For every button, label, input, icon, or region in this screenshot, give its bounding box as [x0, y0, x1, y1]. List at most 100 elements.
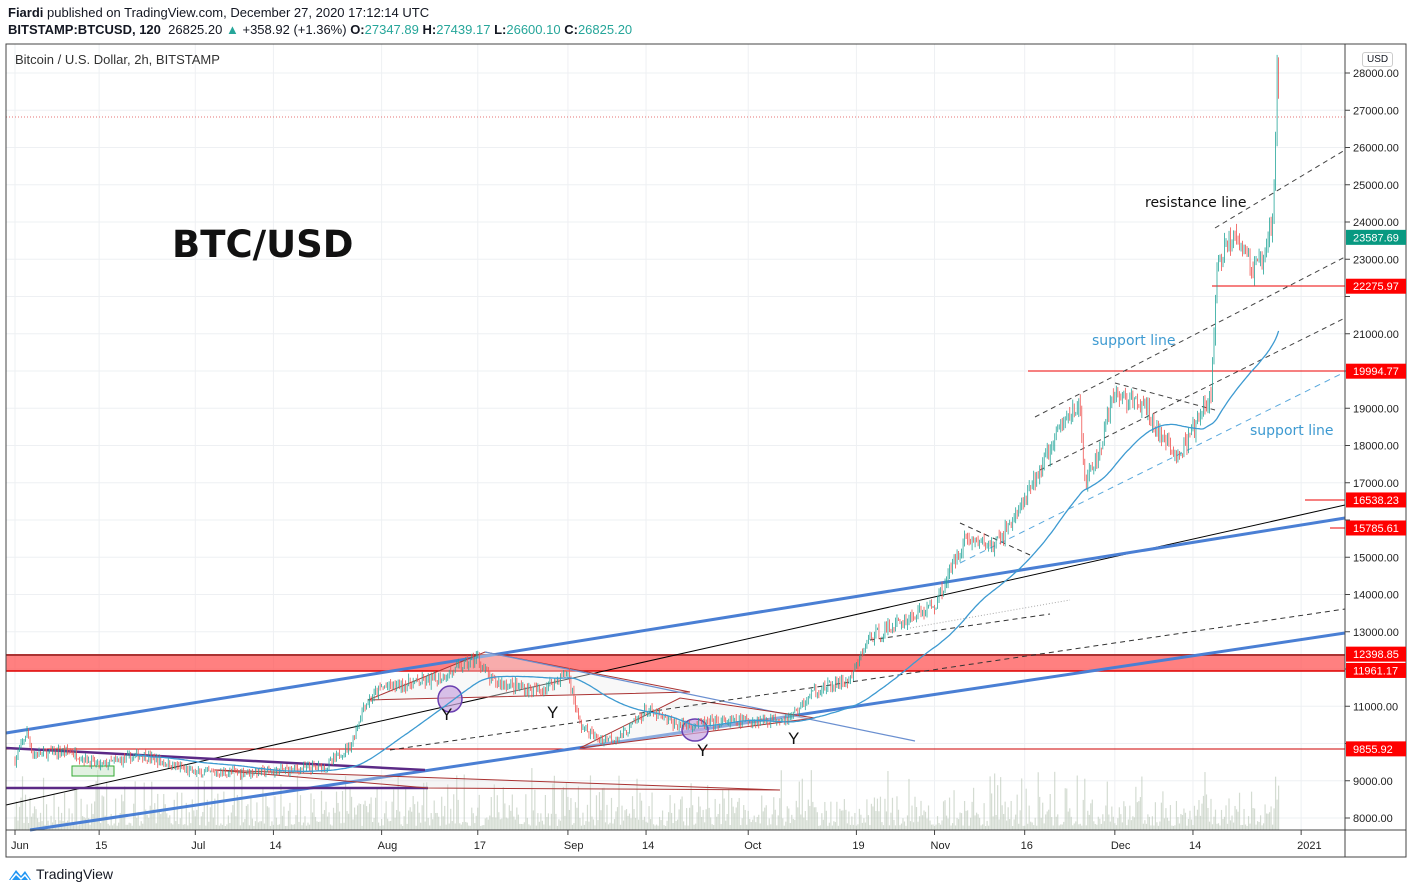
volume-bar [498, 812, 500, 830]
volume-bar [658, 816, 661, 830]
volume-bar [804, 811, 806, 830]
descending-line[interactable] [484, 651, 916, 742]
brand-name: TradingView [36, 866, 114, 882]
time-tick-label: Oct [744, 840, 761, 852]
volume-bar [652, 824, 655, 830]
chart-title-annotation[interactable]: BTC/USD [172, 223, 354, 266]
volume-bar [1135, 786, 1137, 830]
volume-bar [722, 790, 724, 830]
y-mark[interactable]: Y [697, 741, 708, 760]
y-mark[interactable]: Y [788, 729, 799, 748]
resistance-zone[interactable] [6, 655, 1345, 671]
volume-bar [675, 821, 677, 830]
volume-bar [471, 807, 473, 830]
volume-bar [1031, 822, 1033, 830]
volume-bar [245, 805, 247, 830]
volume-bar [549, 825, 551, 830]
volume-bar [1118, 807, 1120, 830]
volume-bar [813, 807, 815, 830]
volume-bar [1153, 825, 1155, 830]
volume-bar [911, 805, 913, 830]
time-axis[interactable]: Jun 15 Jul 14 Aug 17 Sep 14 Oct 19 Nov 16 Dec 14 2021 [11, 830, 1322, 852]
volume-bar [250, 796, 252, 830]
volume-bar [232, 805, 234, 830]
volume-bar [1213, 816, 1215, 830]
volume-bar [1100, 823, 1102, 830]
volume-bar [230, 812, 232, 830]
volume-bar [148, 817, 150, 830]
volume-bar [600, 810, 602, 830]
dashed-line-nov[interactable] [869, 613, 1051, 641]
volume-bar [133, 803, 135, 830]
volume-bar [1220, 809, 1223, 830]
channel-dashed-top[interactable] [1034, 256, 1346, 418]
volume-bar [701, 816, 703, 830]
volume-bar [394, 817, 396, 830]
volume-bar [223, 791, 225, 830]
resistance-dashed[interactable] [1214, 149, 1346, 229]
volume-bar [1106, 781, 1108, 830]
y-mark[interactable]: Y [547, 703, 558, 722]
volume-bar [181, 792, 183, 830]
volume-bar [1271, 824, 1274, 830]
volume-bar [1084, 778, 1086, 830]
volume-bar [1000, 777, 1002, 830]
support-label[interactable]: support line [1092, 333, 1175, 349]
support-dashed-blue[interactable] [959, 371, 1346, 564]
dashed-line-nov2[interactable] [959, 522, 1031, 556]
y-mark[interactable]: Y [441, 705, 452, 724]
resistance-label[interactable]: resistance line [1145, 195, 1247, 211]
price-axis[interactable]: 8000.00 9000.00 11000.00 13000.00 14000.00 15… [1345, 68, 1399, 825]
volume-bar [57, 806, 60, 830]
tradingview-logo[interactable]: TradingView [8, 866, 113, 882]
volume-bar [783, 825, 785, 830]
volume-bar [1261, 825, 1263, 830]
support-label[interactable]: support line [1250, 423, 1333, 439]
channel-upper-blue[interactable] [5, 516, 1346, 735]
volume-bar [1054, 771, 1056, 830]
volume-bar [828, 822, 830, 830]
volume-bar [1166, 817, 1169, 830]
triangle-pattern[interactable] [214, 769, 781, 791]
channel-dashed-mid[interactable] [1039, 317, 1346, 471]
volume-bar [719, 803, 721, 830]
volume-bar [160, 814, 162, 830]
volume-bar [1112, 816, 1114, 830]
volume-bar [326, 816, 329, 830]
dotted-line-nov[interactable] [909, 599, 1071, 629]
volume-bar [1010, 800, 1012, 830]
volume-bar [77, 825, 79, 830]
volume-bar [604, 822, 607, 830]
volume-bar [146, 814, 148, 830]
currency-label[interactable]: USD [1362, 52, 1394, 67]
volume-bar [692, 805, 694, 830]
volume-bar [403, 816, 405, 830]
dashed-line-low[interactable] [389, 608, 1346, 751]
volume-bar [483, 825, 485, 830]
volume-bar [1115, 825, 1117, 830]
volume-bar [137, 811, 139, 830]
author[interactable]: Fiardi [8, 5, 44, 20]
volume-bar [1180, 814, 1182, 830]
price-tag [1346, 741, 1406, 757]
volume-bar [991, 793, 993, 830]
volume-bar [855, 825, 857, 830]
volume-bar [172, 824, 174, 830]
volume-bar [1042, 802, 1044, 830]
volume-bar [200, 816, 202, 830]
volume-bar [179, 818, 181, 830]
price-tag-label: 22275.97 [1353, 281, 1399, 293]
volume-bar [1270, 806, 1272, 830]
volume-bar [939, 824, 942, 830]
volume-bar [924, 811, 927, 830]
volume-bar [625, 809, 628, 830]
volume-bar [1175, 800, 1178, 830]
volume-bar [795, 800, 797, 830]
volume-bar [1082, 799, 1084, 830]
volume-bar [749, 818, 751, 830]
range-box[interactable] [71, 765, 115, 777]
volume-bar [517, 814, 519, 830]
publish-date: published on TradingView.com, December 2… [47, 5, 430, 20]
ellipse-marker[interactable] [437, 685, 463, 713]
